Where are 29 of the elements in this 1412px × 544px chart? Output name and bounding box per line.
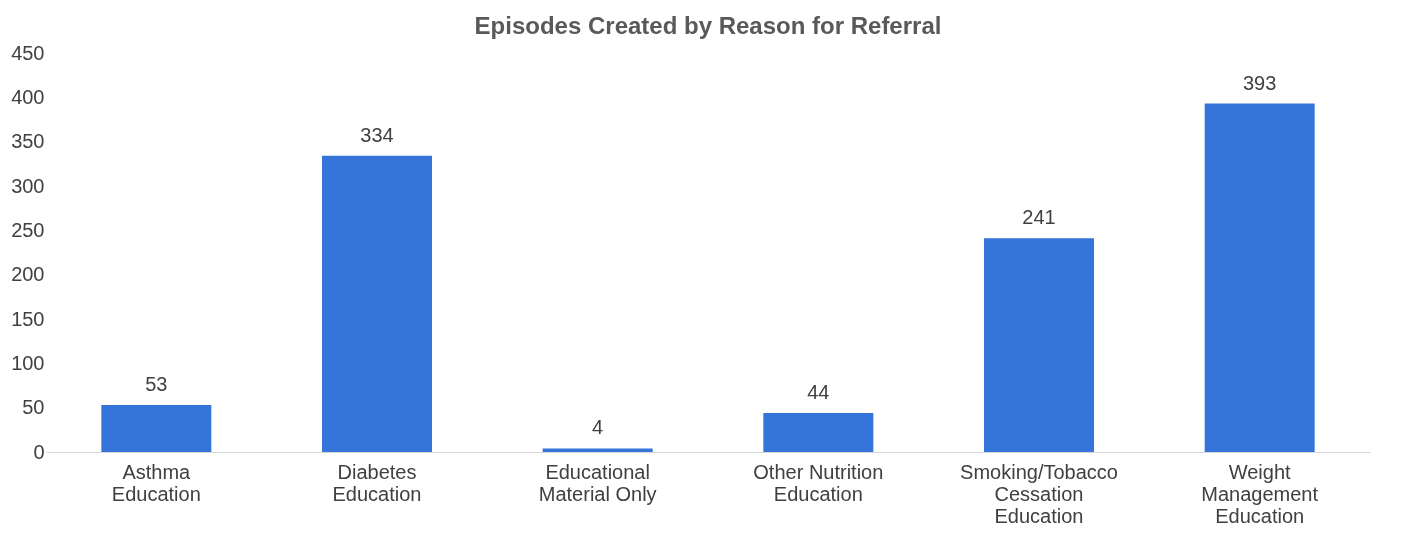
data-label: 44 xyxy=(807,380,830,403)
y-tick-label: 150 xyxy=(11,307,45,330)
y-tick-label: 100 xyxy=(11,351,45,374)
y-tick-label: 50 xyxy=(22,396,45,419)
bar xyxy=(763,412,874,452)
y-tick-label: 400 xyxy=(11,85,45,108)
data-label: 241 xyxy=(1022,206,1056,229)
y-tick-label: 250 xyxy=(11,218,45,241)
x-tick-label: Asthma Education xyxy=(111,460,201,505)
data-label: 334 xyxy=(360,123,394,146)
bar xyxy=(1204,103,1315,452)
data-label: 4 xyxy=(592,416,604,439)
x-tick-label: Smoking/Tobacco Cessation Education xyxy=(960,460,1118,527)
y-tick-label: 200 xyxy=(11,263,45,286)
bar xyxy=(984,238,1094,452)
data-label: 393 xyxy=(1242,71,1277,94)
y-tick-label: 350 xyxy=(11,130,45,153)
y-tick-label: 300 xyxy=(11,174,45,197)
bar xyxy=(322,155,432,452)
x-tick-label: Other Nutrition Education xyxy=(753,460,884,505)
bar xyxy=(101,405,212,452)
y-tick-label: 450 xyxy=(11,41,45,64)
y-tick-label: 0 xyxy=(33,440,45,463)
data-label: 53 xyxy=(145,373,168,396)
x-tick-label: Weight Management Education xyxy=(1201,460,1319,527)
x-tick-label: Diabetes Education xyxy=(332,460,422,505)
bar xyxy=(542,448,653,452)
chart-title: Episodes Created by Reason for Referral xyxy=(474,12,942,39)
x-tick-label: Educational Material Only xyxy=(538,460,657,505)
